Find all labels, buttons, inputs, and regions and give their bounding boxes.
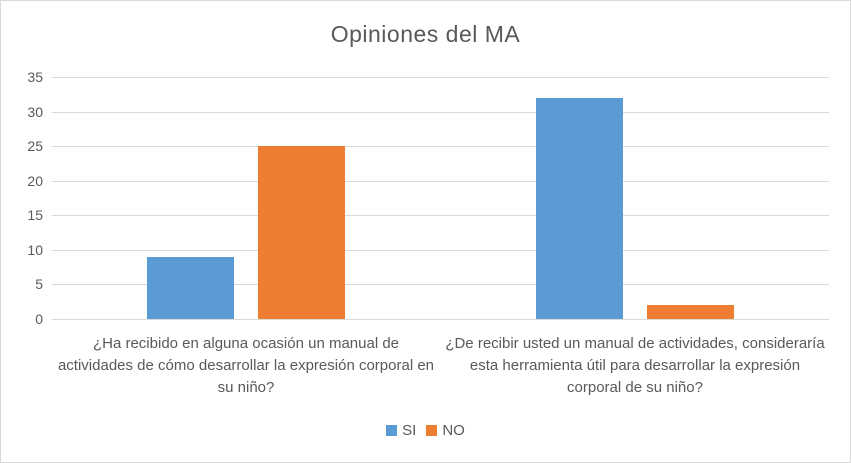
legend-item-si: SI xyxy=(386,422,416,439)
legend-swatch-no xyxy=(426,425,438,436)
y-axis-tick-label: 0 xyxy=(35,311,43,327)
category-label-2: ¿De recibir usted un manual de actividad… xyxy=(445,335,825,396)
gridline xyxy=(52,181,829,182)
gridline xyxy=(52,250,829,251)
y-axis-tick-label: 35 xyxy=(27,69,43,85)
y-axis-tick-label: 15 xyxy=(27,207,43,223)
y-axis-tick-label: 10 xyxy=(27,242,43,258)
legend-swatch-si xyxy=(386,425,398,436)
gridline xyxy=(52,77,829,78)
bar-no-1 xyxy=(258,146,345,319)
y-axis-tick-label: 30 xyxy=(27,104,43,120)
category-label-1: ¿Ha recibido en alguna ocasión un manual… xyxy=(57,335,435,396)
bar-si-1 xyxy=(147,257,234,319)
gridline xyxy=(52,284,829,285)
chart-title: Opiniones del MA xyxy=(330,21,521,47)
bar-si-2 xyxy=(536,98,623,319)
bar-no-2 xyxy=(647,305,734,319)
legend-label-si: SI xyxy=(402,422,417,439)
legend-label-no: NO xyxy=(442,422,465,439)
gridline xyxy=(52,215,829,216)
plot-area xyxy=(52,77,829,320)
x-axis-line xyxy=(52,319,829,320)
legend: SI NO xyxy=(1,422,850,439)
gridline xyxy=(52,146,829,147)
y-axis-tick-label: 20 xyxy=(27,173,43,189)
y-axis-tick-label: 25 xyxy=(27,138,43,154)
y-axis-tick-label: 5 xyxy=(35,276,43,292)
y-axis: 0 5 10 15 20 25 30 35 xyxy=(1,1,43,462)
gridline xyxy=(52,112,829,113)
legend-item-no: NO xyxy=(426,422,465,439)
